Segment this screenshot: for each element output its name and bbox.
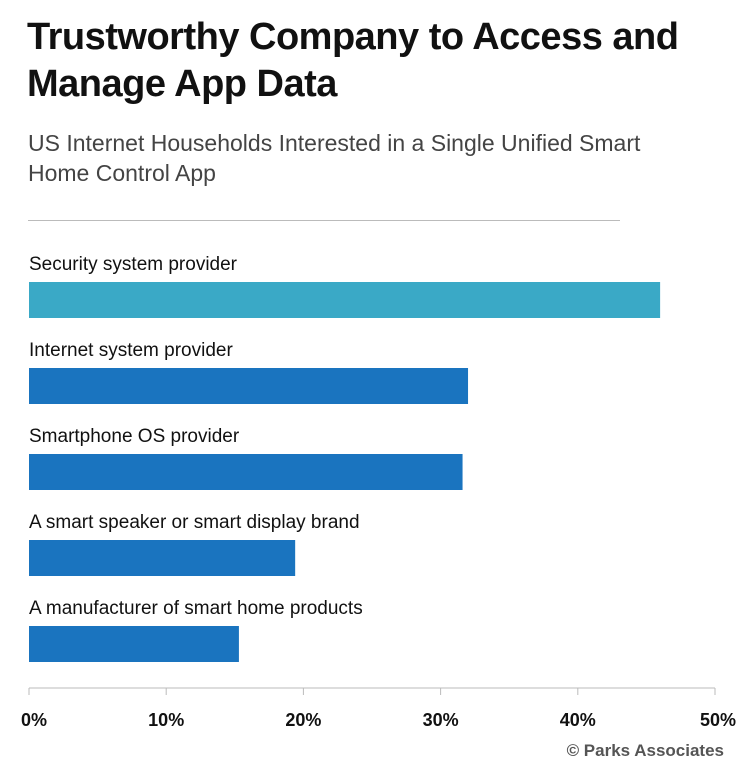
x-tick-label: 20% bbox=[285, 710, 321, 730]
bar bbox=[29, 282, 661, 318]
x-tick-label: 10% bbox=[148, 710, 184, 730]
x-tick-label: 40% bbox=[560, 710, 596, 730]
chart-title: Trustworthy Company to Access and Manage… bbox=[27, 16, 679, 105]
chart-subtitle: US Internet Households Interested in a S… bbox=[28, 130, 641, 186]
x-tick-label: 0% bbox=[21, 710, 47, 730]
source-credit: © Parks Associates bbox=[566, 741, 724, 760]
category-label: A manufacturer of smart home products bbox=[29, 598, 363, 619]
category-label: Internet system provider bbox=[29, 340, 233, 361]
bar bbox=[29, 540, 296, 576]
divider bbox=[28, 220, 620, 221]
category-label: Security system provider bbox=[29, 254, 238, 275]
bar bbox=[29, 626, 239, 662]
bar-chart: Security system provider Internet system … bbox=[21, 254, 736, 730]
x-tick-label: 50% bbox=[700, 710, 736, 730]
bar bbox=[29, 454, 463, 490]
x-tick-label: 30% bbox=[423, 710, 459, 730]
bar bbox=[29, 368, 469, 404]
category-label: Smartphone OS provider bbox=[29, 426, 240, 447]
category-label: A smart speaker or smart display brand bbox=[29, 512, 360, 533]
